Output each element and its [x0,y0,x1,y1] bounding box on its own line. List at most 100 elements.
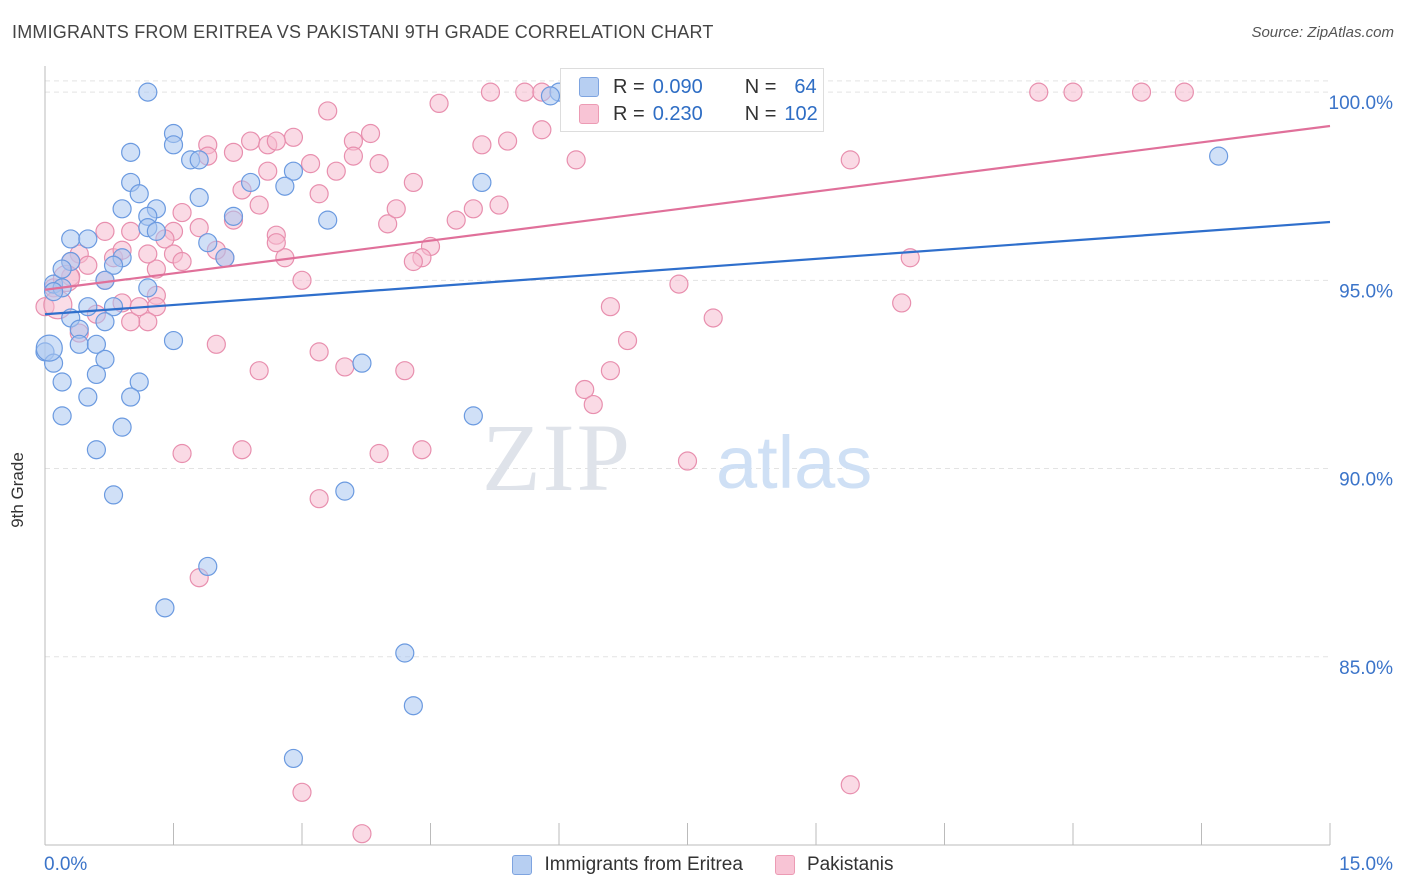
y-tick-label: 85.0% [1339,658,1393,679]
pakistanis-point [232,440,252,460]
pakistanis-point [515,82,535,102]
legend-row-pakistanis: R = 0.230 N = 102 [579,101,818,127]
eritrea-point [52,259,72,279]
y-tick-labels: 85.0% 90.0% 95.0% 100.0% [1329,93,1394,679]
eritrea-swatch [579,77,599,97]
pakistanis-point [600,361,621,381]
pakistanis-point [1063,82,1083,102]
source-credit: Source: ZipAtlas.com [1251,24,1394,41]
y-axis-title: 9th Grade [8,452,27,528]
eritrea-point [78,387,98,407]
eritrea-point [121,142,141,162]
pakistanis-point [121,312,141,332]
pakistanis-point [669,274,689,294]
pakistanis-point [309,489,329,509]
pakistanis-point [429,93,449,114]
trend-lines [44,124,1331,316]
y-tick-label: 100.0% [1329,93,1394,114]
eritrea-point [335,481,355,501]
eritrea-point [283,748,304,769]
pakistanis-point [575,379,595,400]
pakistanis-point [172,443,192,464]
x-tick-labels: 0.0% 15.0% [44,854,1393,875]
pakistanis-point [223,142,244,162]
eritrea-point [112,199,132,219]
eritrea-point [61,229,81,249]
pakistanis-point [617,330,638,351]
eritrea-legend-label: Immigrants from Eritrea [544,854,743,875]
eritrea-point [129,372,149,392]
pakistanis-point [386,199,406,219]
pakistanis-point [138,244,158,264]
pakistanis-legend-swatch [774,855,795,875]
eritrea-n-value: 64 [794,75,817,98]
pakistanis-point [121,221,141,241]
eritrea-point [472,172,492,193]
pakistanis-point [309,342,329,362]
eritrea-point [103,297,124,317]
pakistanis-point [480,82,501,102]
pakistanis-point [677,451,698,471]
n-label: N = [744,75,777,98]
pakistanis-legend-label: Pakistanis [806,854,894,875]
y-tick-label: 95.0% [1339,281,1393,302]
pakistanis-point [403,172,423,193]
pakistanis-point [146,259,166,279]
eritrea-point [395,643,415,663]
eritrea-point [463,406,483,426]
pakistanis-point [1131,82,1152,102]
watermark-atlas: atlas [716,421,872,504]
eritrea-point [78,229,98,249]
pakistanis-point [463,199,483,219]
eritrea-point [86,440,107,460]
pakistanis-point [318,101,338,121]
chart-title: IMMIGRANTS FROM ERITREA VS PAKISTANI 9TH… [12,22,714,42]
pakistanis-point [369,154,389,174]
pakistanis-point [412,440,432,460]
legend-item-eritrea[interactable]: Immigrants from Eritrea [512,854,743,876]
pakistanis-point [292,782,312,802]
pakistanis-point [249,361,269,381]
pakistanis-n-value: 102 [784,102,818,125]
eritrea-point [112,417,132,437]
pakistanis-point [892,293,912,313]
pakistanis-point [583,394,603,415]
pakistanis-point [249,195,269,215]
pakistanis-point [326,161,346,181]
eritrea-trend-line [44,220,1331,316]
y-tick-label: 90.0% [1339,470,1393,491]
eritrea-point [35,334,63,362]
pakistanis-point [446,210,466,230]
eritrea-point [138,82,158,102]
gridlines [45,80,1330,658]
pakistanis-point [343,146,363,166]
pakistanis-r-value: 0.230 [652,102,703,125]
eritrea-point [52,372,72,392]
pakistanis-point [266,131,286,151]
eritrea-point [163,330,184,351]
y-axis-title-wrap: 9th Grade [8,452,27,528]
series-legend: Immigrants from Eritrea Pakistanis [0,852,1406,878]
watermark-zip: ZIP [482,404,632,511]
watermark: ZIP atlas [482,404,872,511]
pakistanis-point [258,161,278,181]
pakistanis-point [1029,82,1049,102]
pakistanis-point [360,123,381,144]
eritrea-point [241,172,261,193]
pakistanis-point [335,357,355,377]
pakistanis-point [395,361,415,381]
pakistanis-point [172,251,192,272]
pakistanis-point [172,202,192,223]
legend-item-pakistanis[interactable]: Pakistanis [774,854,894,876]
pakistanis-point [300,154,321,174]
eritrea-point [223,206,244,226]
eritrea-point [146,221,166,241]
pakistanis-point [266,233,286,253]
eritrea-point [275,176,295,196]
pakistanis-trend-line [44,124,1331,291]
pakistanis-point [283,127,304,147]
pakistanis-point [1174,82,1194,102]
eritrea-point [95,349,115,369]
pakistanis-point [189,218,209,238]
eritrea-point [1209,146,1229,166]
